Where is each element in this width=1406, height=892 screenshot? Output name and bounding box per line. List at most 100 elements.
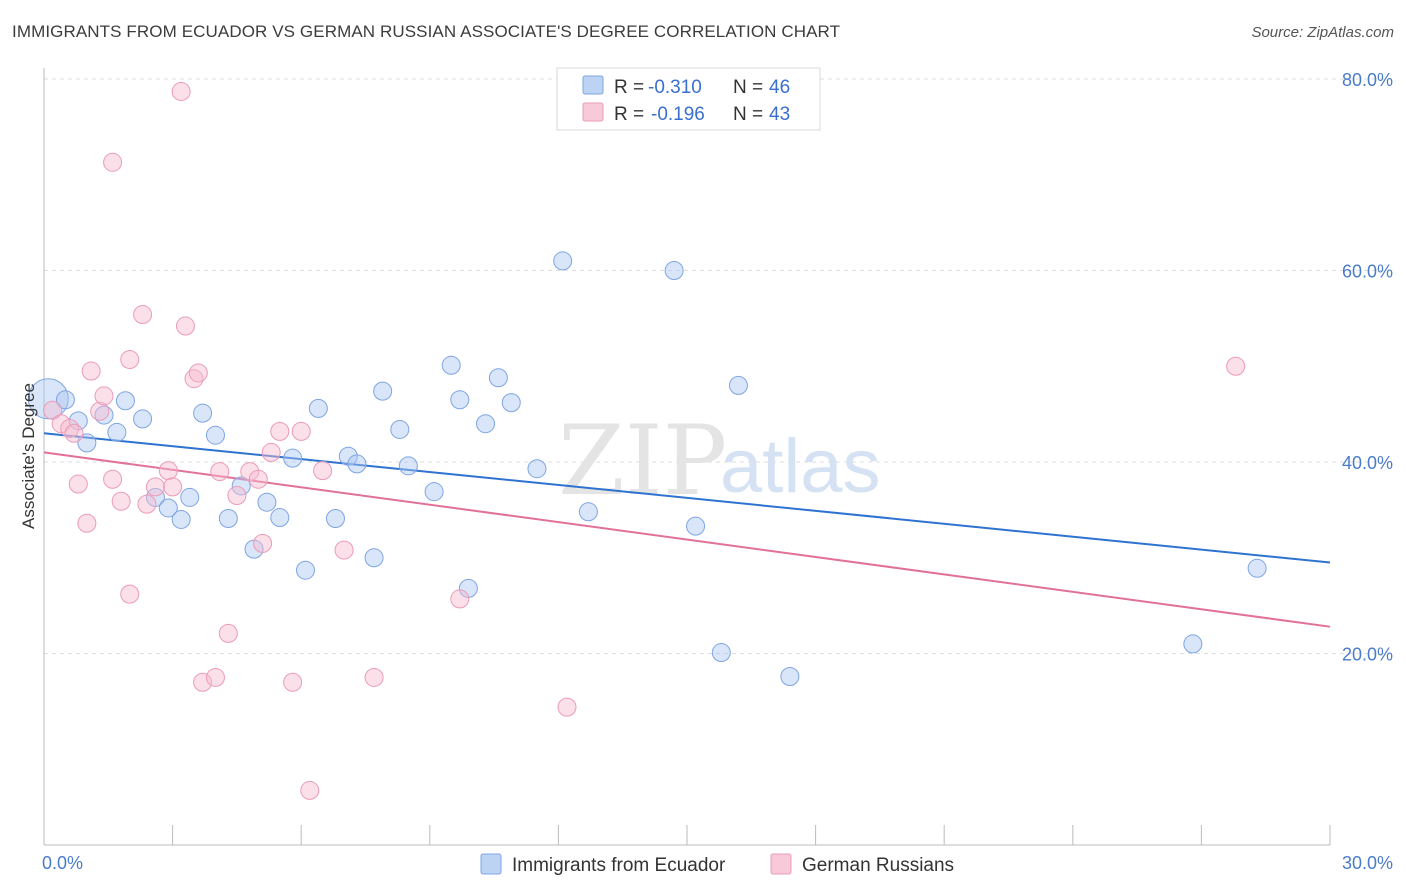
german-russians-point (94, 386, 114, 406)
ecuador-point (728, 375, 748, 395)
german-russians-point (227, 486, 247, 506)
legend-swatch-ecuador (582, 75, 604, 95)
ecuador-point (441, 355, 461, 375)
german-russians-point (64, 423, 84, 443)
german-russians-point (43, 400, 63, 420)
german-russians-point (90, 401, 110, 421)
ecuador-point (257, 492, 277, 512)
ecuador-point (501, 393, 521, 413)
ecuador-point (270, 508, 290, 528)
german-russians-point (291, 421, 311, 441)
ecuador-point (373, 381, 393, 401)
german-russians-point (137, 494, 157, 514)
ecuador-point (158, 498, 178, 518)
ecuador-point (527, 459, 547, 479)
legend-r-label-2: R = (614, 104, 644, 125)
data-points (27, 81, 1267, 800)
german-russians-point (103, 469, 123, 489)
german-russians-point (210, 462, 230, 482)
ecuador-point (711, 643, 731, 663)
german-russians-point (205, 667, 225, 687)
ecuador-point (308, 398, 328, 418)
legend-n-value-1: 46 (769, 77, 790, 98)
german-russians-point (218, 623, 238, 643)
ecuador-point (133, 409, 153, 429)
legend-n-label-1: N = (733, 77, 763, 98)
ecuador-point (364, 548, 384, 568)
german-russians-point (120, 350, 140, 370)
ecuador-point (578, 502, 598, 522)
german-russians-point (364, 667, 384, 687)
ecuador-point (171, 509, 191, 529)
ecuador-point (488, 368, 508, 388)
series-legend: Immigrants from Ecuador German Russians (480, 853, 954, 876)
german-russians-point (261, 442, 281, 462)
x-tick-label-max: 30.0% (1342, 853, 1393, 873)
ecuador-point (390, 419, 410, 439)
ecuador-point (27, 378, 69, 420)
ecuador-point (325, 508, 345, 528)
x-tick-labels: 0.0% 30.0% (42, 853, 1393, 873)
ecuador-point (231, 476, 251, 496)
y-tick-label-20: 20.0% (1342, 645, 1393, 665)
ecuador-point (1247, 558, 1267, 578)
bottom-legend-swatch-german-russians (770, 853, 792, 875)
chart-source: Source: ZipAtlas.com (1251, 24, 1394, 41)
ecuador-point (283, 448, 303, 468)
y-axis-label: Associate's Degree (19, 383, 38, 529)
ecuador-point (55, 390, 75, 410)
german-russians-point (193, 672, 213, 692)
ecuador-point (780, 666, 800, 686)
ecuador-point (115, 391, 135, 411)
ecuador-point (295, 560, 315, 580)
german-russians-point (171, 81, 191, 101)
ecuador-point (553, 251, 573, 271)
gridlines (44, 78, 1392, 654)
german-russians-point (120, 584, 140, 604)
german-russians-point (253, 533, 273, 553)
german-russians-point (133, 305, 153, 325)
chart-title: IMMIGRANTS FROM ECUADOR VS GERMAN RUSSIA… (12, 22, 841, 41)
german-russians-point (283, 672, 303, 692)
german-russians-point (145, 477, 165, 497)
x-tick-label-min: 0.0% (42, 853, 83, 873)
y-tick-label-40: 40.0% (1342, 453, 1393, 473)
german-russians-point (68, 474, 88, 494)
ecuador-point (664, 261, 684, 280)
legend-n-label-2: N = (733, 104, 763, 125)
correlation-legend: R = -0.310 N = 46 R = -0.196 N = 43 (556, 67, 821, 131)
watermark-atlas: atlas (720, 424, 881, 509)
legend-n-value-2: 43 (769, 104, 790, 125)
legend-swatch-german-russians (582, 102, 604, 122)
ecuador-point (205, 425, 225, 445)
ecuador-point (424, 482, 444, 502)
y-tick-label-60: 60.0% (1342, 262, 1393, 282)
ecuador-point (347, 454, 367, 474)
ecuador-point (1183, 634, 1203, 654)
german-russians-point (557, 697, 577, 717)
ecuador-point (476, 414, 496, 434)
legend-r-value-2: -0.196 (651, 104, 705, 125)
german-russians-point (188, 363, 208, 383)
y-tick-label-80: 80.0% (1342, 70, 1393, 90)
german-russians-trend-line (43, 451, 1331, 628)
german-russians-point (103, 152, 123, 172)
ecuador-point (398, 456, 418, 476)
german-russians-point (51, 414, 71, 434)
ecuador-point (77, 433, 97, 453)
german-russians-point (1226, 356, 1246, 376)
bottom-legend-label-ecuador: Immigrants from Ecuador (512, 855, 726, 876)
y-tick-labels: 20.0% 40.0% 60.0% 80.0% (1342, 70, 1393, 665)
ecuador-point (450, 390, 470, 410)
trend-lines (43, 432, 1331, 628)
ecuador-point (180, 487, 200, 507)
german-russians-point (450, 589, 470, 609)
german-russians-point (81, 361, 101, 381)
legend-r-label-1: R = (614, 77, 644, 98)
german-russians-point (77, 513, 97, 533)
bottom-legend-swatch-ecuador (480, 853, 502, 875)
ecuador-trend-line (43, 432, 1331, 564)
axes (43, 68, 1331, 846)
german-russians-point (175, 316, 195, 336)
